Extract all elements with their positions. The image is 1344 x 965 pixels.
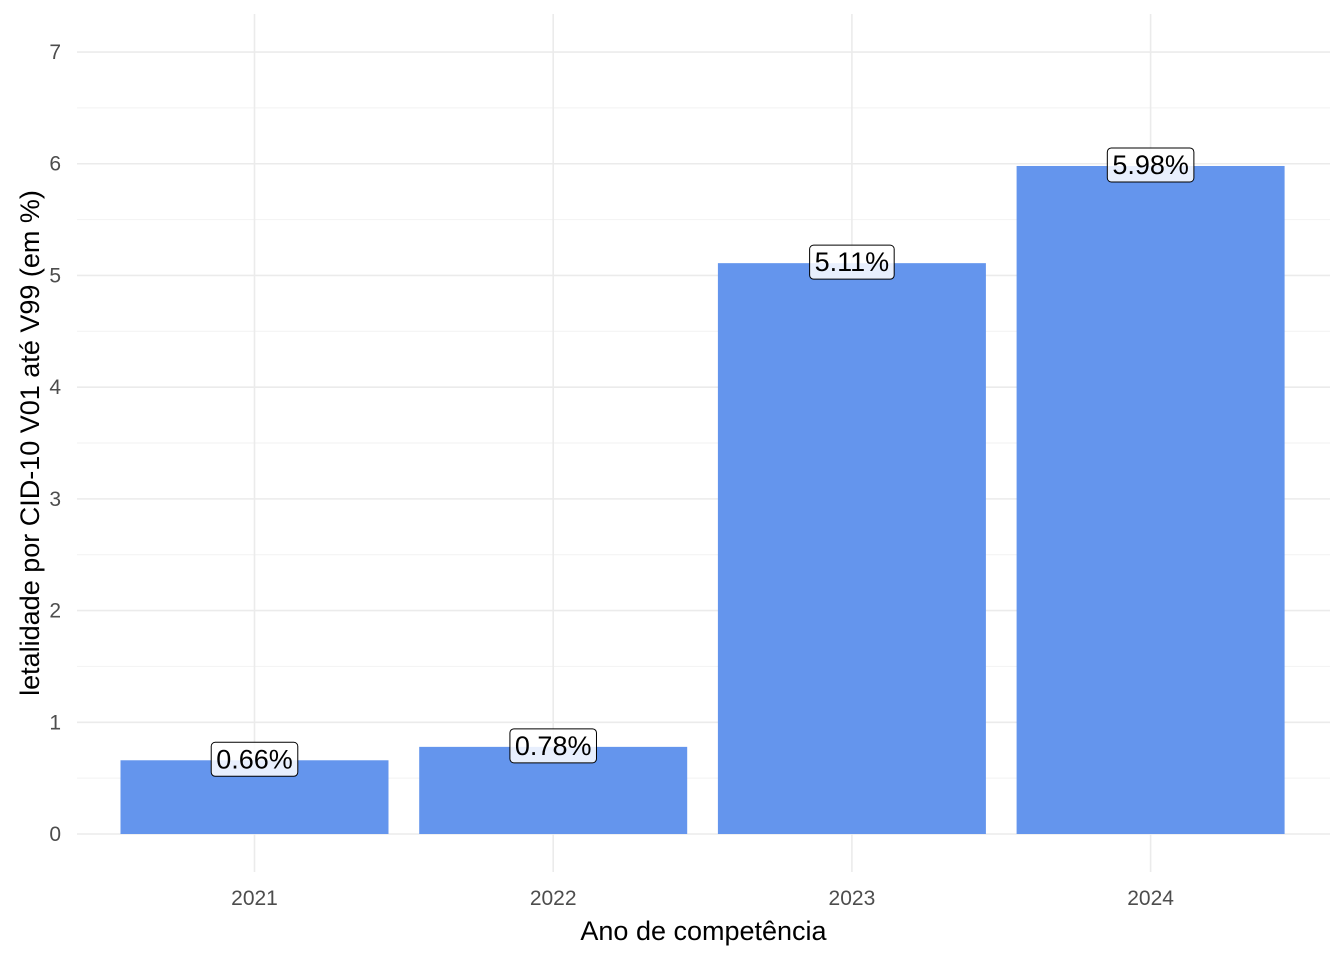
y-tick-label: 5: [49, 264, 61, 287]
x-tick-label: 2023: [829, 887, 876, 910]
data-label-box: [509, 728, 597, 764]
data-label-text: 5.11%: [815, 247, 890, 277]
data-label-2022: 0.78%: [509, 728, 597, 764]
y-tick-label: 4: [49, 376, 61, 399]
bar-2023: [717, 263, 986, 835]
y-tick-label: 0: [49, 823, 61, 846]
x-axis-ticks: 2021 2022 2023 2024: [231, 887, 1174, 910]
y-tick-label: 3: [49, 488, 61, 511]
y-axis-ticks: 0 1 2 3 4 5 6 7: [49, 41, 61, 846]
bar-2024: [1016, 165, 1285, 835]
data-label-2024: 5.98%: [1106, 147, 1195, 183]
y-tick-label: 6: [49, 153, 61, 176]
data-label-box: [809, 244, 895, 280]
y-tick-label: 2: [49, 600, 61, 623]
x-tick-label: 2021: [231, 887, 278, 910]
y-tick-label: 1: [49, 711, 61, 734]
bars: [120, 165, 1285, 835]
x-tick-label: 2024: [1127, 887, 1174, 910]
data-label-box: [210, 741, 299, 777]
y-axis-title: letalidade por CID-10 V01 até V99 (em %): [15, 190, 45, 696]
data-label-2021: 0.66%: [210, 741, 299, 777]
data-label-text: 5.98%: [1112, 150, 1189, 180]
y-tick-label: 7: [49, 41, 61, 64]
x-axis-title: Ano de competência: [580, 916, 827, 946]
data-label-box: [1106, 147, 1195, 183]
x-tick-label: 2022: [530, 887, 577, 910]
data-label-text: 0.78%: [515, 731, 592, 761]
data-label-text: 0.66%: [216, 744, 293, 774]
data-label-2023: 5.11%: [809, 244, 895, 280]
data-labels: 0.66% 0.78% 5.11% 5.98%: [210, 147, 1195, 777]
